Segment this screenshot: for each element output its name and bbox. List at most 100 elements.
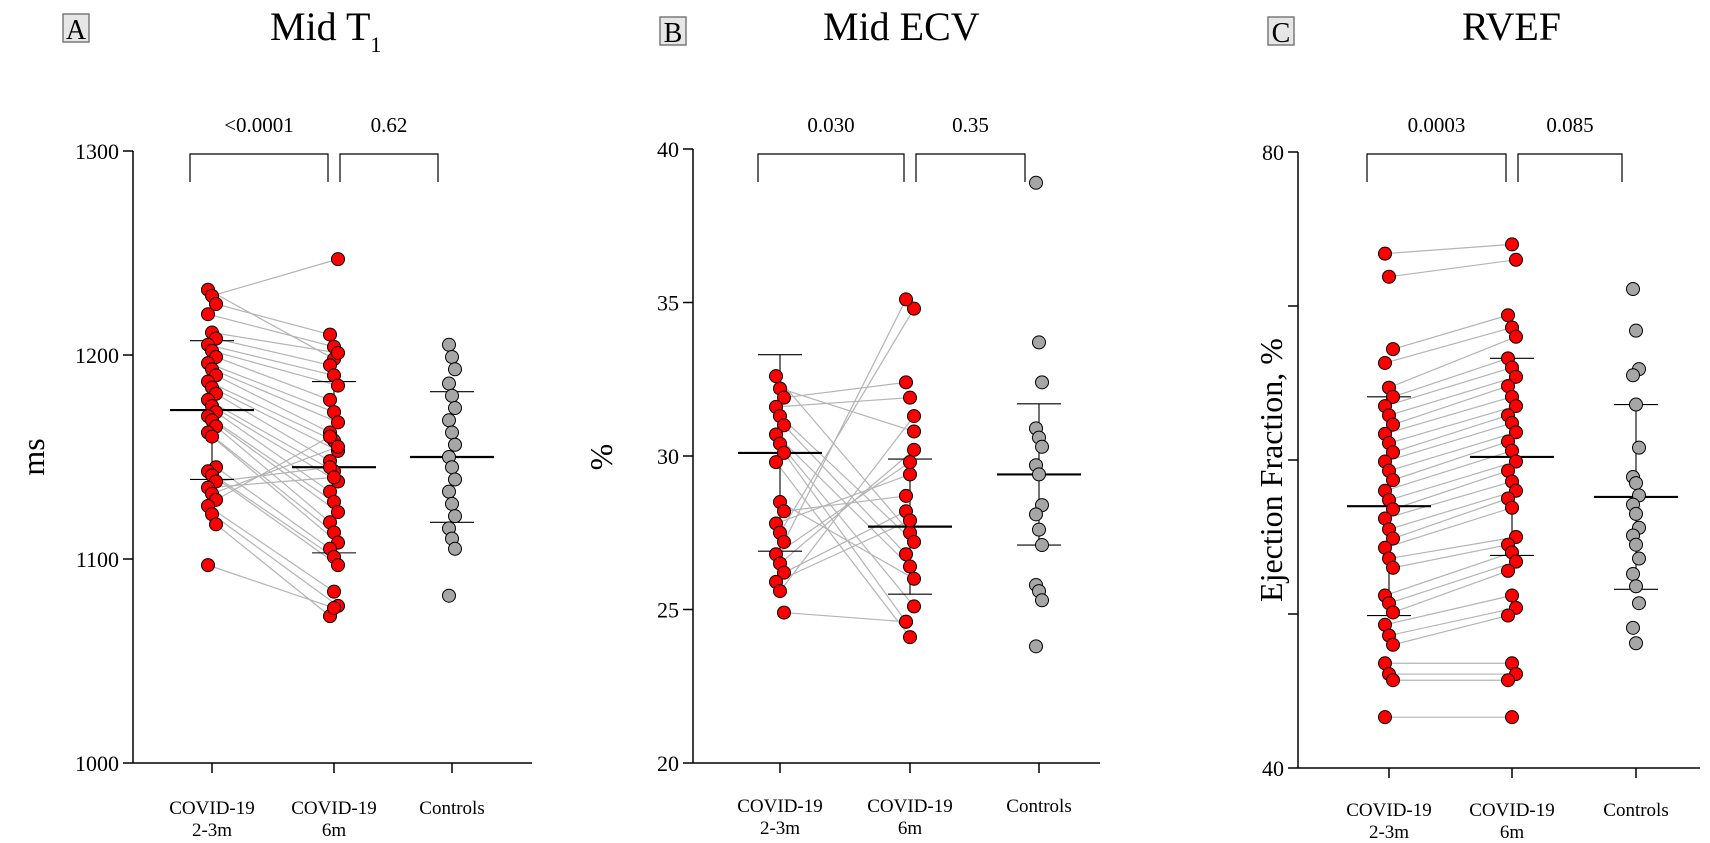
panel-a-point-control (448, 509, 462, 524)
panel-c-point-control (1632, 596, 1646, 611)
panel-a-y-tick-label: 1200 (75, 343, 119, 368)
panel-c-pair-line (1388, 460, 1517, 501)
panel-a-pair-line (215, 411, 331, 493)
panel-c-x-tick-label-line: 2-3m (1369, 822, 1409, 843)
panel-a-pair-line (215, 523, 331, 617)
panel-a-pair-line (211, 436, 339, 544)
panel-c-pair-line (1384, 594, 1513, 626)
panel-b-pair-line (779, 443, 915, 607)
panel-c-point-control (1629, 323, 1643, 338)
panel-a-point-covid-6m (323, 429, 337, 444)
panel-b-pair-line (779, 415, 915, 592)
panel-a-pair-line (207, 564, 335, 609)
panel-b-point-covid-6m (907, 301, 921, 316)
panel-b-pair-line (783, 495, 907, 512)
panel-a-point-control (445, 388, 459, 403)
panel-b-y-tick-label: 20 (657, 751, 679, 776)
panel-a-pair-line (211, 258, 339, 297)
panel-c-point-covid-6m (1509, 252, 1523, 267)
panel-a-comparison-bracket (339, 153, 439, 182)
panel-c-point-covid-6m (1501, 563, 1515, 578)
panel-c-pair-line (1392, 544, 1509, 569)
panel-c-point-covid-6m (1509, 454, 1523, 469)
panel-c-p-value: 0.0003 (1408, 113, 1466, 137)
panel-b-pair-line (783, 510, 907, 574)
panel-a-y-tick-label: 1100 (76, 547, 119, 572)
panel-a-point-covid-6m (331, 505, 345, 520)
panel-c-y-label: Ejection Fraction, % (1253, 338, 1289, 602)
panel-a-x-tick-label-line: COVID-19 (169, 798, 255, 819)
panel-c-point-covid-6m (1509, 369, 1523, 384)
panel-b-point-covid-6m (899, 375, 913, 390)
panel-c-y-tick-label: 80 (1262, 140, 1284, 165)
panel-b-x-tick-label-line: 2-3m (760, 818, 800, 839)
panel-a-pair-line (215, 303, 331, 336)
panel-c-pair-line (1388, 607, 1517, 637)
panel-a-point-covid-6m (331, 439, 345, 454)
panel-a-letter-box (62, 13, 90, 43)
panel-c-point-covid-2-3m (1378, 246, 1392, 261)
panel-b-point-covid-2-3m (769, 369, 783, 384)
panel-b-pair-line (783, 299, 907, 543)
panel-b-point-covid-6m (907, 571, 921, 586)
panel-c-point-covid-6m (1509, 554, 1523, 569)
panel-c-point-covid-6m (1501, 608, 1515, 623)
panel-a-y-label: ms (15, 438, 51, 475)
panel-c-point-covid-2-3m (1386, 531, 1400, 546)
panel-b-pair-line (775, 397, 911, 408)
panel-b-x-tick-label-line: COVID-19 (867, 796, 953, 817)
panel-c-pair-line (1388, 336, 1517, 389)
panel-c-point-covid-6m (1505, 588, 1519, 603)
panel-b-x-tick-label: COVID-19 2-3m (737, 796, 823, 839)
panel-b-point-covid-6m (903, 513, 917, 528)
panel-c-point-covid-2-3m (1386, 605, 1400, 620)
panel-b-point-covid-6m (907, 534, 921, 549)
panel-c-pair-line (1388, 561, 1517, 604)
panel-c-pair-line (1384, 422, 1513, 463)
panel-b-point-covid-2-3m (777, 445, 791, 460)
panel-b-point-covid-2-3m (777, 534, 791, 549)
panel-a-pair-line (211, 446, 339, 495)
panel-b-point-covid-6m (903, 390, 917, 405)
panel-a-pair-line (211, 331, 339, 354)
panel-b-point-control (1032, 522, 1046, 537)
panel-b-pair-line (779, 449, 915, 564)
panel-c-point-covid-6m (1505, 500, 1519, 515)
panel-c-point-covid-2-3m (1386, 445, 1400, 460)
panel-c-letter: C (1272, 18, 1291, 49)
panel-c-pair-line (1384, 396, 1513, 435)
panel-a-pair-line (215, 466, 331, 483)
panel-b-y-tick-label: 25 (657, 598, 679, 623)
panel-a-y-tick-label: 1300 (75, 139, 119, 164)
panel-a-point-covid-2-3m (205, 429, 219, 444)
panel-c-point-covid-2-3m (1386, 389, 1400, 404)
panel-c-pair-line (1392, 357, 1509, 398)
panel-c-pair-line (1392, 314, 1509, 350)
panel-c-point-covid-6m (1509, 399, 1523, 414)
panel-b-point-covid-6m (903, 455, 917, 470)
panel-b-pair-line (775, 434, 911, 567)
panel-c-x-tick-label: COVID-19 6m (1469, 800, 1555, 843)
panel-b-point-covid-6m (903, 630, 917, 645)
panel-b-point-covid-6m (907, 409, 921, 424)
panel-b-p-value: 0.030 (807, 113, 854, 137)
panel-c-point-control (1629, 506, 1643, 521)
panel-b-pair-line (783, 381, 907, 399)
panel-c-point-covid-6m (1509, 425, 1523, 440)
panel-b-y-tick-label: 30 (657, 444, 679, 469)
panel-a-x-tick-label: Controls (419, 798, 484, 819)
panel-c-pair-line (1384, 551, 1513, 597)
panel-a-p-value: <0.0001 (224, 113, 294, 137)
panel-c-point-control (1629, 397, 1643, 412)
panel-c-point-control (1632, 551, 1646, 566)
panel-a-pair-line (207, 399, 335, 472)
panel-c-x-tick-label-line: COVID-19 (1469, 800, 1555, 821)
panel-c-comparison-bracket (1366, 153, 1507, 182)
panel-c-pair-line (1384, 507, 1513, 549)
panel-c-pair-line (1388, 405, 1517, 444)
panel-a-point-control (448, 401, 462, 416)
panel-a-pair-line (215, 356, 331, 401)
panel-c-x-tick-label-line: Controls (1603, 800, 1668, 821)
panel-b-pair-line (779, 387, 915, 433)
panel-b-point-covid-6m (903, 467, 917, 482)
